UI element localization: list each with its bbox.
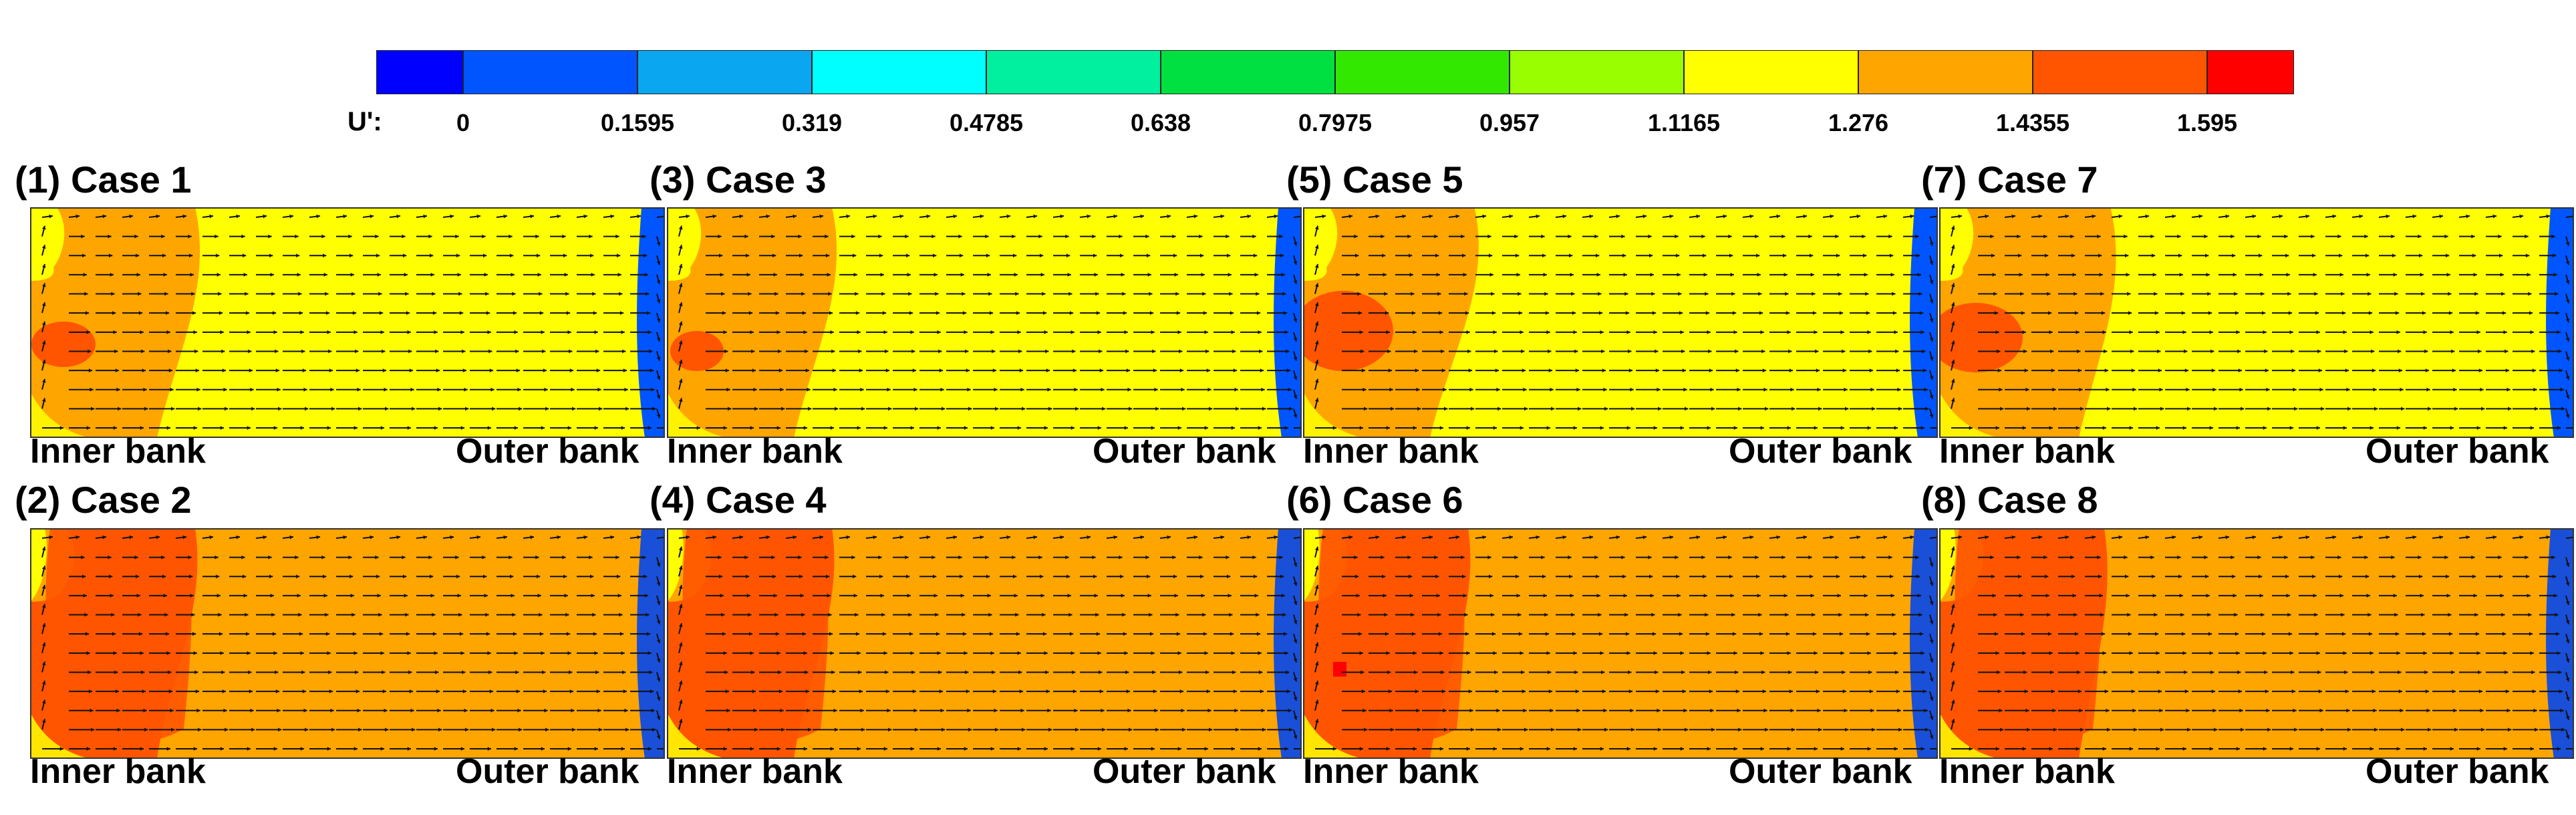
- colorbar-tick-label: 0.4785: [949, 109, 1024, 136]
- colorbar-swatch: [1683, 50, 1859, 94]
- panel-title-case-8: (8) Case 8: [1921, 479, 2098, 521]
- colorbar-tick-label: 0.7975: [1298, 109, 1373, 136]
- contour-plot-case-4: [667, 528, 1302, 759]
- colorbar-tick-label: 1.595: [2176, 109, 2238, 136]
- colorbar-swatch: [1858, 50, 2033, 94]
- contour-plot-case-1: [30, 207, 665, 438]
- outer-bank-label-case-5: Outer bank: [1729, 432, 1912, 471]
- colorbar-swatch: [462, 50, 638, 94]
- panel-title-case-6: (6) Case 6: [1286, 479, 1463, 521]
- inner-bank-label-case-4: Inner bank: [667, 752, 843, 791]
- outer-bank-label-case-6: Outer bank: [1729, 752, 1912, 791]
- panel-title-case-7: (7) Case 7: [1921, 158, 2098, 201]
- inner-bank-label-case-6: Inner bank: [1303, 752, 1479, 791]
- colorbar-swatch: [986, 50, 1161, 94]
- contour-plot-case-2: [30, 528, 665, 759]
- colorbar: [376, 50, 2294, 94]
- contour-plot-case-8: [1939, 528, 2574, 759]
- colorbar-swatch: [637, 50, 813, 94]
- contour-plot-case-7: [1939, 207, 2574, 438]
- panel-title-case-4: (4) Case 4: [650, 479, 827, 521]
- panel-title-case-3: (3) Case 3: [650, 158, 827, 201]
- colorbar-tick-label: 0.1595: [600, 109, 675, 136]
- colorbar-swatch: [811, 50, 987, 94]
- colorbar-swatch: [1334, 50, 1510, 94]
- inner-bank-label-case-1: Inner bank: [30, 432, 206, 471]
- outer-bank-label-case-2: Outer bank: [456, 752, 639, 791]
- colorbar-swatch: [1160, 50, 1336, 94]
- colorbar-tick-label: 1.4355: [1995, 109, 2070, 136]
- colorbar-tick-label: 0.638: [1130, 109, 1191, 136]
- panel-title-case-5: (5) Case 5: [1286, 158, 1463, 201]
- outer-bank-label-case-3: Outer bank: [1093, 432, 1276, 471]
- colorbar-tick-label: 1.1165: [1647, 109, 1721, 136]
- colorbar-tick-label: 0.957: [1479, 109, 1540, 136]
- inner-bank-label-case-8: Inner bank: [1939, 752, 2115, 791]
- colorbar-swatch: [2206, 50, 2294, 94]
- inner-bank-label-case-7: Inner bank: [1939, 432, 2115, 471]
- panel-title-case-2: (2) Case 2: [15, 479, 192, 521]
- colorbar-tick-label: 0.319: [781, 109, 843, 136]
- contour-plot-case-6: [1303, 528, 1938, 759]
- colorbar-tick-label: 0: [456, 109, 470, 136]
- outer-bank-label-case-4: Outer bank: [1093, 752, 1276, 791]
- contour-plot-case-3: [667, 207, 1302, 438]
- contour-plot-case-5: [1303, 207, 1938, 438]
- colorbar-swatch: [2032, 50, 2208, 94]
- colorbar-tick-label: 1.276: [1828, 109, 1889, 136]
- outer-bank-label-case-1: Outer bank: [456, 432, 639, 471]
- colorbar-swatch: [376, 50, 464, 94]
- outer-bank-label-case-7: Outer bank: [2366, 432, 2549, 471]
- inner-bank-label-case-3: Inner bank: [667, 432, 843, 471]
- inner-bank-label-case-5: Inner bank: [1303, 432, 1479, 471]
- colorbar-label: U':: [347, 107, 382, 136]
- outer-bank-label-case-8: Outer bank: [2366, 752, 2549, 791]
- inner-bank-label-case-2: Inner bank: [30, 752, 206, 791]
- panel-title-case-1: (1) Case 1: [15, 158, 192, 201]
- colorbar-swatch: [1509, 50, 1685, 94]
